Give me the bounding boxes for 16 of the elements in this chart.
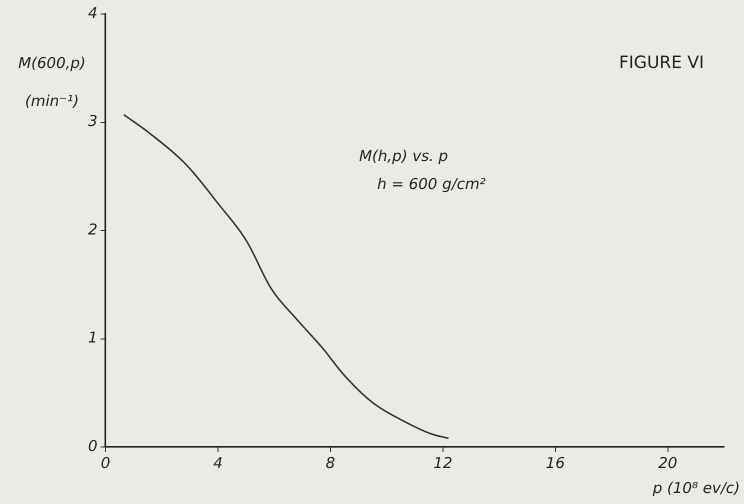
y-tick-label: 1	[88, 328, 98, 347]
x-tick-label: 0	[100, 454, 110, 472]
text: M(600,p) (min⁻¹)	[18, 54, 86, 110]
y-tick-label: 4	[88, 4, 98, 22]
y-tick-label: 2	[88, 220, 98, 238]
y-tick-label: 0	[88, 436, 98, 455]
x-tick-label: 12	[433, 454, 452, 472]
text: FIGURE VI	[618, 53, 704, 73]
annotation: h = 600 g/cm²	[377, 175, 486, 194]
x-tick-label: 4	[213, 454, 223, 472]
y-tick-label: 3	[88, 112, 98, 130]
x-tick-label: 16	[546, 454, 565, 472]
x-tick-label: 20	[658, 454, 678, 472]
annotation: M(h,p) vs. p	[359, 147, 448, 166]
x-tick-label: 8	[326, 454, 336, 472]
x-axis-title: p (10⁸ ev/c)	[652, 479, 740, 497]
